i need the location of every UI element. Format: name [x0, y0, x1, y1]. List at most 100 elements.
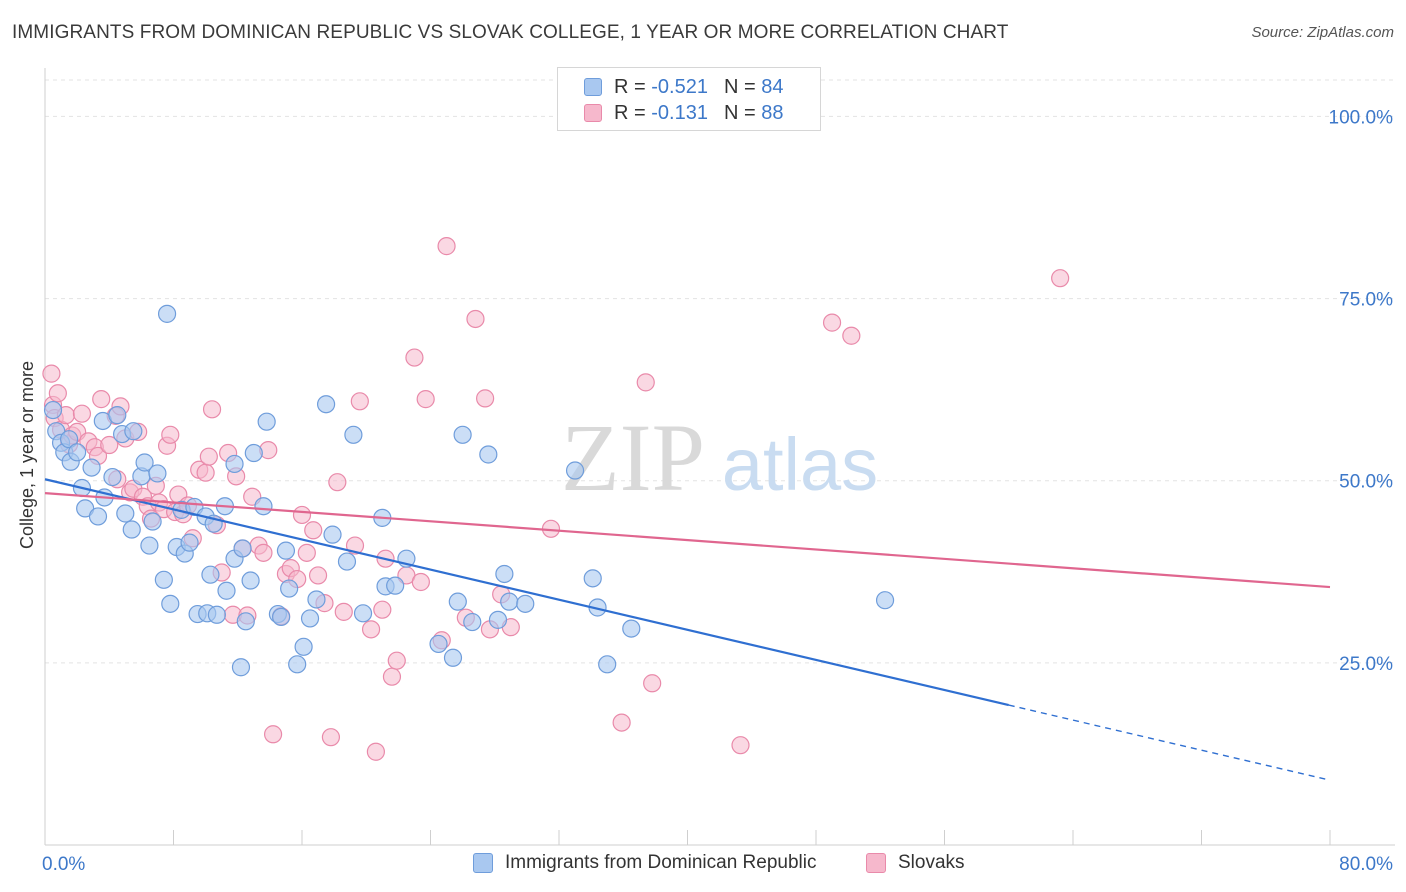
dominican-point [217, 581, 236, 600]
slovaks-point [308, 566, 328, 585]
dominican-point [148, 464, 167, 483]
dominican-point [323, 525, 342, 544]
axes [44, 68, 1395, 846]
dominican-point [244, 443, 263, 463]
slovaks-point [297, 543, 316, 562]
watermark-zip: ZIP [561, 404, 705, 511]
dominican-point [124, 422, 143, 441]
dominican-point [276, 541, 296, 560]
dominican-point [241, 571, 260, 590]
blue-swatch-icon [584, 78, 602, 96]
dominican-point [82, 458, 101, 477]
slovaks-point [387, 651, 406, 670]
dominican-point [280, 579, 299, 598]
stats-row-slovaks: R = -0.131 N = 88 [584, 101, 783, 125]
dominican-point [344, 425, 363, 444]
slovaks-point [254, 543, 273, 562]
dominican-point [59, 430, 79, 449]
y-tick-label: 100.0% [1329, 107, 1394, 128]
slovaks-point [411, 572, 430, 592]
slovaks-point [202, 400, 222, 419]
slovaks-point [382, 667, 402, 686]
n-label: N = [723, 101, 756, 124]
dominican-point [316, 395, 336, 414]
dominican-trend-line [44, 478, 1010, 707]
slovaks-point [72, 404, 92, 423]
pink-swatch-icon [866, 853, 886, 873]
slovaks-point [466, 309, 485, 329]
dominican-point [116, 504, 135, 523]
slovaks-point [643, 674, 662, 693]
slovaks-point [373, 600, 392, 619]
dominican-point [231, 658, 251, 677]
dominican-point [254, 497, 273, 516]
r-value: -0.521 [651, 75, 708, 98]
dominican-point [488, 610, 508, 629]
dominican-point [122, 520, 141, 539]
n-label: N = [723, 75, 756, 98]
dominican-point [386, 576, 405, 595]
slovaks-trend-line [44, 492, 1331, 589]
slovaks-point [304, 521, 323, 540]
source-note: Source: ZipAtlas.com [1251, 24, 1394, 41]
legend-item-dominican[interactable]: Immigrants from Dominican Republic [473, 852, 817, 874]
legend-label-slovaks: Slovaks [898, 852, 965, 873]
dominican-point [108, 406, 127, 425]
dominican-point [135, 453, 154, 472]
dominican-point [495, 564, 514, 584]
legend-item-slovaks[interactable]: Slovaks [866, 852, 965, 874]
x-tick-label: 80.0% [1339, 854, 1393, 875]
slovaks-point [199, 447, 218, 466]
trend-lines [44, 478, 1331, 781]
slovaks-point [842, 326, 861, 345]
slovaks-point [100, 435, 119, 455]
dominican-point [453, 425, 472, 444]
slovaks-point [636, 373, 655, 392]
tick-labels: 25.0% 50.0% 75.0% 100.0% 0.0% 80.0% [42, 107, 1393, 875]
slovaks-point [334, 602, 353, 621]
x-tick-label: 0.0% [42, 854, 85, 875]
watermark-atlas: atlas [722, 423, 878, 506]
dominican-point [201, 565, 220, 584]
chart-title: IMMIGRANTS FROM DOMINICAN REPUBLIC VS SL… [12, 22, 1009, 43]
dominican-point [448, 592, 467, 611]
dominican-point [140, 536, 159, 555]
slovaks-point [263, 725, 283, 744]
dominican-point [161, 594, 180, 613]
slovaks-point [1051, 269, 1070, 288]
slovaks-point [822, 313, 842, 332]
blue-swatch-icon [473, 853, 493, 873]
dominican-point [479, 445, 498, 464]
dominican-point [443, 648, 463, 667]
n-value: 88 [761, 101, 784, 124]
y-tick-label: 25.0% [1339, 654, 1393, 675]
dominican-point [76, 499, 95, 518]
n-value: 84 [761, 75, 784, 98]
slovaks-point [366, 742, 385, 761]
slovaks-point [416, 390, 435, 409]
slovaks-point [476, 389, 495, 408]
pink-swatch-icon [584, 104, 602, 122]
dominican-point [103, 467, 122, 487]
dominican-point [583, 569, 602, 588]
slovaks-point [328, 473, 347, 492]
dominican-point [875, 591, 895, 610]
dominican-point [353, 604, 373, 623]
y-tick-label: 50.0% [1339, 472, 1393, 493]
slovaks-point [437, 237, 456, 256]
dominican-point [516, 594, 535, 613]
slovaks-point [350, 392, 369, 411]
slovaks-point [731, 736, 750, 755]
dominican-point [257, 412, 276, 431]
dominican-point [154, 570, 173, 589]
dominican-point [337, 552, 357, 571]
legend-label-dominican: Immigrants from Dominican Republic [505, 852, 817, 873]
slovaks-point [196, 463, 215, 482]
dominican-point [233, 539, 252, 558]
dominican-point [463, 612, 482, 632]
series-legend: Immigrants from Dominican Republic Slova… [0, 850, 1406, 878]
dominican-point [43, 400, 63, 420]
dominican-point [272, 607, 291, 627]
y-axis-label: College, 1 year or more [17, 361, 37, 549]
stats-row-dominican: R = -0.521 N = 84 [584, 75, 783, 99]
